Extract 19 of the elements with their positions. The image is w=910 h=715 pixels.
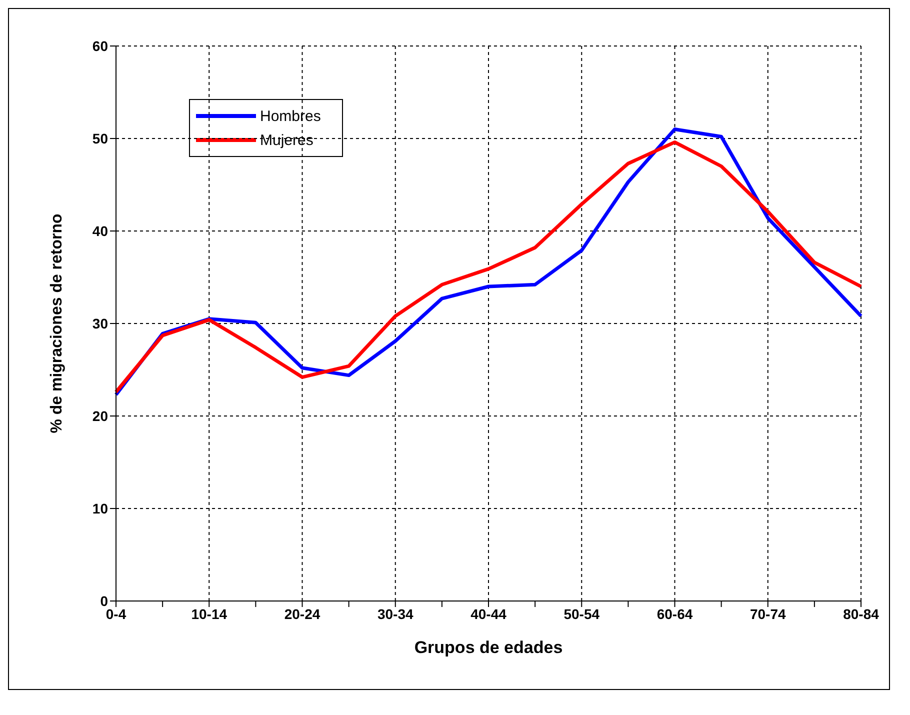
y-tick-label: 40 xyxy=(92,222,108,239)
x-tick-label: 30-34 xyxy=(377,606,414,622)
y-tick-label: 50 xyxy=(92,130,108,146)
y-tick-label: 30 xyxy=(92,315,108,332)
y-tick-label: 60 xyxy=(92,38,108,54)
x-tick-label: 50-54 xyxy=(564,606,600,622)
x-tick-label: 40-44 xyxy=(470,606,507,622)
x-tick-label: 70-74 xyxy=(750,606,786,622)
y-tick-label: 20 xyxy=(92,408,108,424)
x-axis-title: Grupos de edades xyxy=(414,638,563,657)
y-axis-title: % de migraciones de retorno xyxy=(48,213,66,434)
x-tick-label: 80-84 xyxy=(843,606,880,622)
x-tick-label: 10-14 xyxy=(191,606,228,622)
x-tick-label: 0-4 xyxy=(106,606,126,622)
x-tick-label: 20-24 xyxy=(284,606,320,622)
y-tick-label: 10 xyxy=(92,500,108,516)
y-tick-label: 0 xyxy=(100,592,108,609)
legend-label: Hombres xyxy=(260,108,321,124)
x-tick-label: 60-64 xyxy=(656,606,693,622)
